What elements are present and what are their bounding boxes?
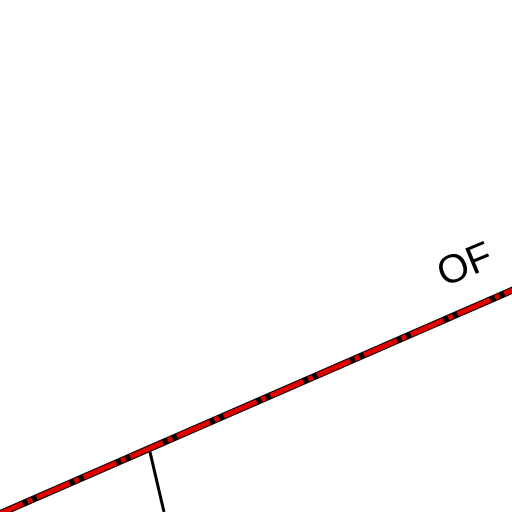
main-road bbox=[0, 286, 512, 512]
main-road-dash bbox=[0, 287, 512, 512]
side-road bbox=[148, 451, 166, 512]
road-label: OF bbox=[431, 233, 499, 295]
